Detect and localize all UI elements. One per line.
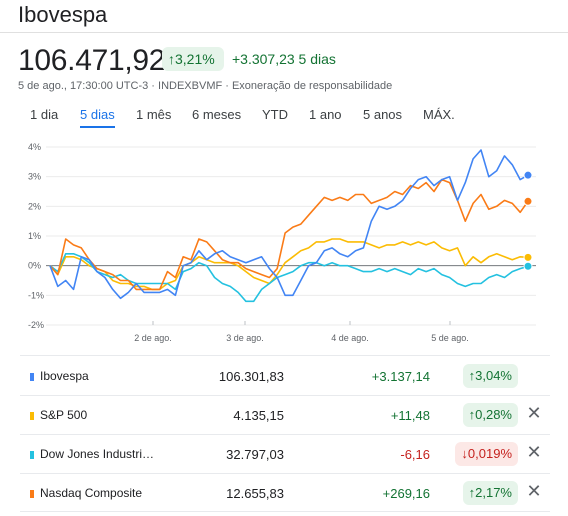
row-change: -6,16 — [400, 447, 430, 462]
page-title: Ibovespa — [18, 2, 108, 27]
tab-5y[interactable]: 5 anos — [363, 107, 403, 122]
row-pct-badge: ↑0,28% — [462, 403, 518, 427]
series-end-point — [523, 261, 533, 271]
row-price: 4.135,15 — [233, 408, 284, 423]
divider — [20, 511, 550, 512]
tab-6m[interactable]: 6 meses — [192, 107, 242, 122]
row-name: Nasdaq Composite — [40, 486, 143, 500]
y-tick-label: 2% — [28, 201, 41, 211]
y-tick-label: -2% — [28, 320, 44, 330]
list-item-sp500[interactable]: S&P 500 4.135,15 +11,48 ↑0,28% ✕ — [20, 397, 550, 433]
tab-1d[interactable]: 1 dia — [30, 107, 59, 122]
row-price: 12.655,83 — [226, 486, 284, 501]
row-price: 106.301,83 — [218, 369, 284, 384]
x-tick-label: 3 de ago. — [226, 333, 264, 343]
x-tick-label: 4 de ago. — [331, 333, 369, 343]
series-color-swatch — [30, 490, 34, 498]
performance-chart[interactable]: 4% 3% 2% 1% 0% -1% -2% 2 de ago. 3 de ago. 4 de a… — [0, 136, 568, 350]
series-end-point — [523, 196, 533, 206]
list-item-ibovespa[interactable]: Ibovespa 106.301,83 +3.137,14 ↑3,04% — [20, 358, 550, 394]
abs-change: +3.307,23 5 dias — [232, 51, 336, 67]
close-icon[interactable]: ✕ — [526, 442, 542, 462]
current-price: 106.471,92 — [18, 44, 166, 77]
divider — [20, 355, 550, 356]
series-color-swatch — [30, 412, 34, 420]
divider — [20, 434, 550, 435]
series-end-point — [523, 170, 533, 180]
list-item-dowjones[interactable]: Dow Jones Industri… 32.797,03 -6,16 ↓0,0… — [20, 436, 550, 472]
x-tick-label: 2 de ago. — [134, 333, 172, 343]
series-color-swatch — [30, 451, 34, 459]
quote-meta: 5 de ago., 17:30:00 UTC-3 · INDEXBVMF · … — [18, 80, 393, 92]
y-tick-label: -1% — [28, 290, 44, 300]
y-tick-label: 3% — [28, 172, 41, 182]
series-line-dow-jones-industri — [49, 253, 529, 303]
series-color-swatch — [30, 373, 34, 381]
row-change: +3.137,14 — [371, 369, 430, 384]
row-price: 32.797,03 — [226, 447, 284, 462]
close-icon[interactable]: ✕ — [526, 481, 542, 501]
y-tick-label: 1% — [28, 231, 41, 241]
series-line-s-p-500 — [49, 238, 529, 291]
series-end-point — [523, 252, 533, 262]
chart-axis-labels: 4% 3% 2% 1% 0% -1% -2% 2 de ago. 3 de ago. 4 de a… — [28, 142, 469, 343]
tab-ytd[interactable]: YTD — [262, 107, 288, 122]
row-pct-badge: ↑3,04% — [462, 364, 518, 388]
row-change: +269,16 — [382, 486, 430, 501]
x-tick-label: 5 de ago. — [431, 333, 469, 343]
pct-change-badge: ↑3,21% — [162, 47, 224, 71]
close-icon[interactable]: ✕ — [526, 403, 542, 423]
divider — [0, 32, 568, 33]
divider — [20, 473, 550, 474]
chart-grid — [46, 146, 536, 326]
series-line-ibovespa — [49, 149, 529, 300]
series-line-nasdaq-composite — [49, 178, 529, 291]
row-name: S&P 500 — [40, 408, 88, 422]
chart-lines — [49, 149, 533, 303]
list-item-nasdaq[interactable]: Nasdaq Composite 12.655,83 +269,16 ↑2,17… — [20, 475, 550, 511]
tab-1m[interactable]: 1 mês — [136, 107, 172, 122]
row-change: +11,48 — [390, 408, 430, 423]
row-pct-badge: ↑2,17% — [462, 481, 518, 505]
divider — [20, 395, 550, 396]
row-name: Dow Jones Industri… — [40, 447, 155, 461]
y-tick-label: 0% — [28, 261, 41, 271]
tab-5d[interactable]: 5 dias — [80, 107, 115, 128]
row-pct-badge: ↓0,019% — [455, 442, 518, 466]
tab-max[interactable]: MÁX. — [423, 107, 455, 122]
row-name: Ibovespa — [40, 369, 89, 383]
tab-1y[interactable]: 1 ano — [309, 107, 342, 122]
y-tick-label: 4% — [28, 142, 41, 152]
